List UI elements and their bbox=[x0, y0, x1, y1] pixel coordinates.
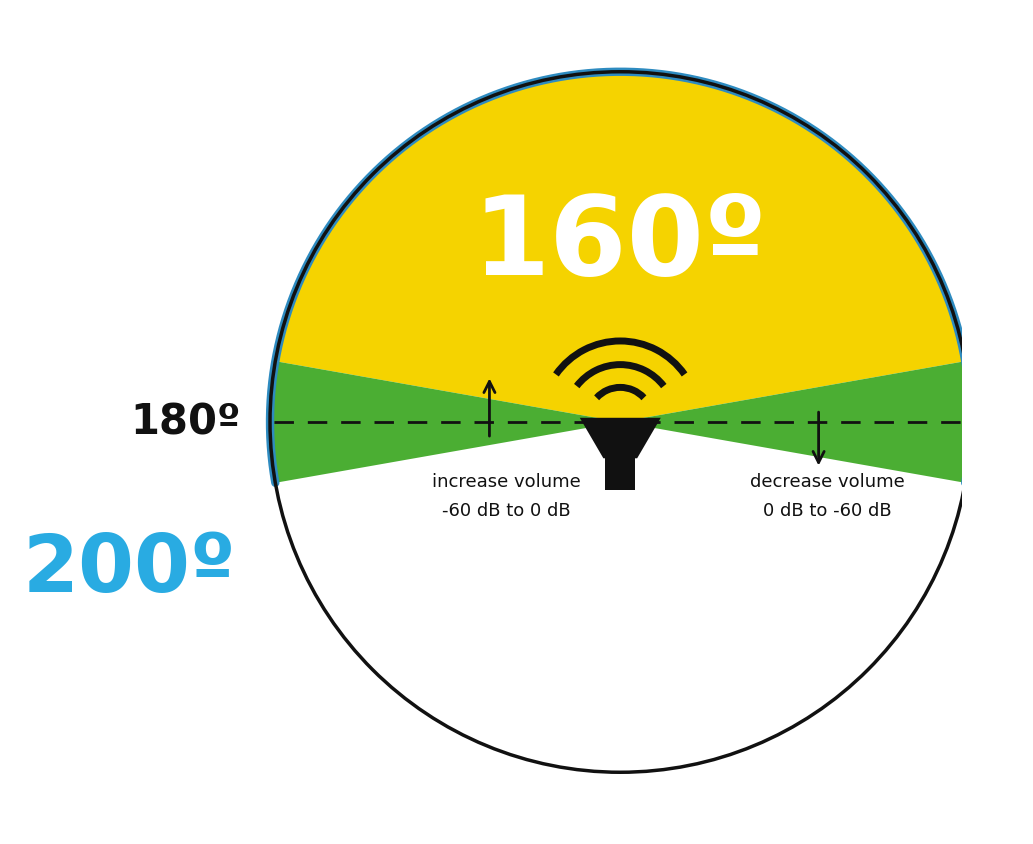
Polygon shape bbox=[580, 418, 661, 458]
Text: decrease volume: decrease volume bbox=[750, 473, 905, 490]
Text: 180º: 180º bbox=[130, 401, 241, 443]
Wedge shape bbox=[270, 361, 620, 483]
Circle shape bbox=[270, 72, 971, 772]
Text: 160º: 160º bbox=[473, 192, 768, 298]
Text: increase volume: increase volume bbox=[432, 473, 581, 490]
Text: 0 dB to -60 dB: 0 dB to -60 dB bbox=[762, 502, 891, 520]
Wedge shape bbox=[620, 361, 971, 483]
Wedge shape bbox=[276, 72, 965, 422]
Polygon shape bbox=[605, 458, 635, 490]
Text: 200º: 200º bbox=[23, 531, 237, 609]
Text: -60 dB to 0 dB: -60 dB to 0 dB bbox=[442, 502, 570, 520]
